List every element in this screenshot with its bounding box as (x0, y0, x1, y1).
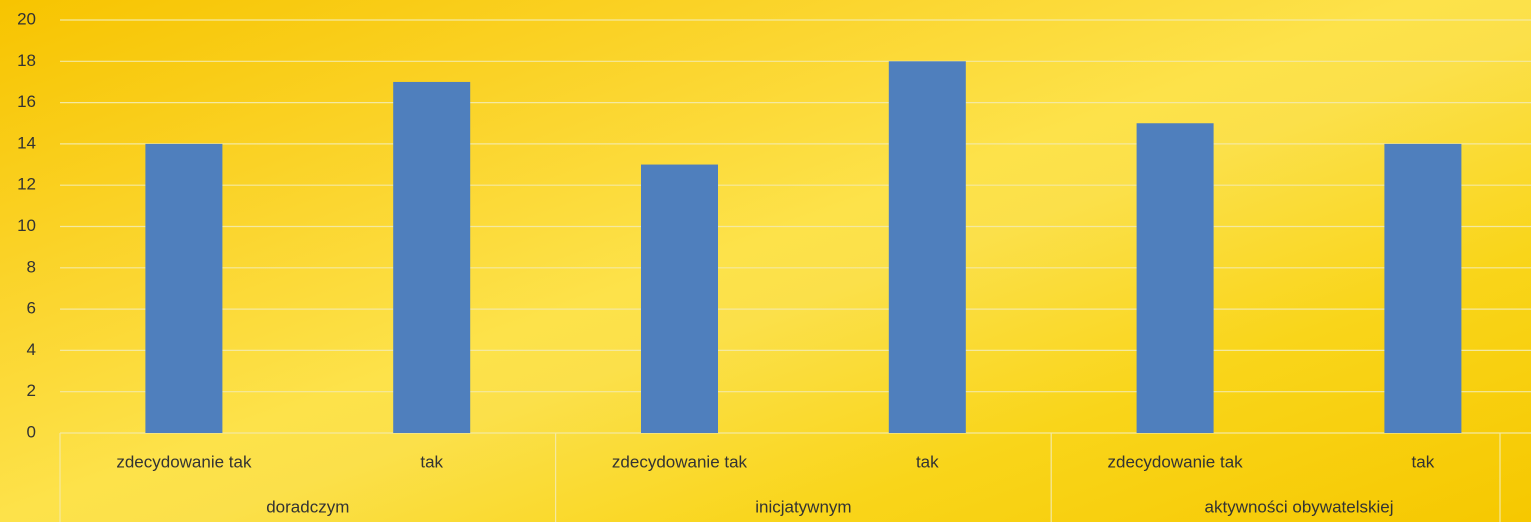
y-tick-label: 4 (27, 340, 36, 359)
bar (888, 61, 966, 434)
y-tick-label: 6 (27, 299, 36, 318)
x-tick-label: tak (1412, 452, 1435, 471)
x-tick-label: zdecydowanie tak (1108, 452, 1244, 471)
bar (393, 81, 471, 433)
bar (1384, 143, 1462, 433)
group-label: inicjatywnym (755, 497, 851, 516)
group-label: aktywności obywatelskiej (1205, 497, 1394, 516)
y-tick-label: 0 (27, 422, 36, 441)
y-tick-label: 12 (17, 175, 36, 194)
y-tick-label: 10 (17, 216, 36, 235)
bar (145, 143, 223, 433)
x-tick-label: tak (916, 452, 939, 471)
y-tick-label: 2 (27, 381, 36, 400)
y-tick-label: 8 (27, 257, 36, 276)
x-tick-label: tak (420, 452, 443, 471)
x-tick-label: zdecydowanie tak (612, 452, 748, 471)
y-tick-label: 20 (17, 9, 36, 28)
x-tick-label: zdecydowanie tak (116, 452, 252, 471)
y-tick-label: 14 (17, 133, 36, 152)
bar (1136, 123, 1214, 433)
bar (641, 164, 718, 434)
y-tick-label: 18 (17, 51, 36, 70)
group-label: doradczym (266, 497, 349, 516)
y-tick-label: 16 (17, 92, 36, 111)
